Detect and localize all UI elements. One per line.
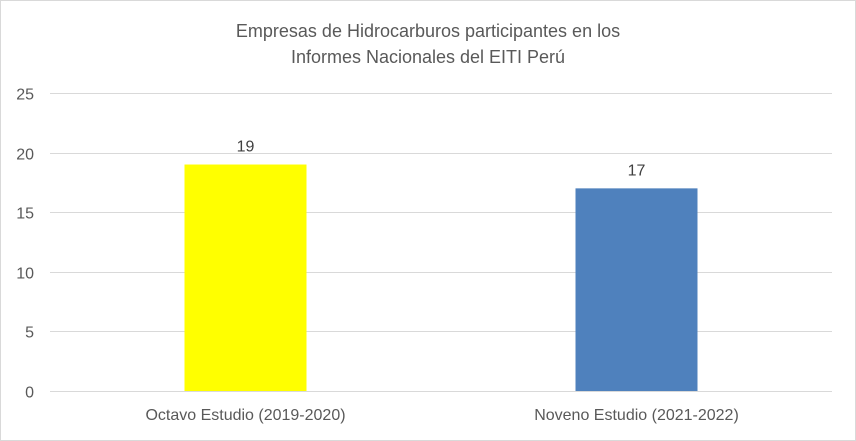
- y-tick-label-0: 0: [25, 385, 34, 402]
- y-tick-label-10: 10: [16, 266, 34, 283]
- chart-title-line-1: Empresas de Hidrocarburos participantes …: [235, 21, 621, 41]
- x-tick-label-2: Noveno Estudio (2021-2022): [534, 407, 739, 424]
- x-tick-label-1: Octavo Estudio (2019-2020): [145, 407, 345, 424]
- y-tick-label-5: 5: [25, 325, 34, 342]
- data-label-2: 17: [628, 162, 646, 179]
- data-label-1: 19: [237, 139, 255, 156]
- y-tick-label-15: 15: [16, 206, 34, 223]
- chart-title-line-2: Informes Nacionales del EITI Perú: [290, 47, 566, 67]
- y-tick-label-20: 20: [16, 147, 34, 164]
- chart-title: Empresas de Hidrocarburos participantes …: [0, 18, 856, 70]
- bar-1: [184, 164, 307, 391]
- bar-2: [575, 188, 698, 391]
- y-tick-label-25: 25: [16, 87, 34, 104]
